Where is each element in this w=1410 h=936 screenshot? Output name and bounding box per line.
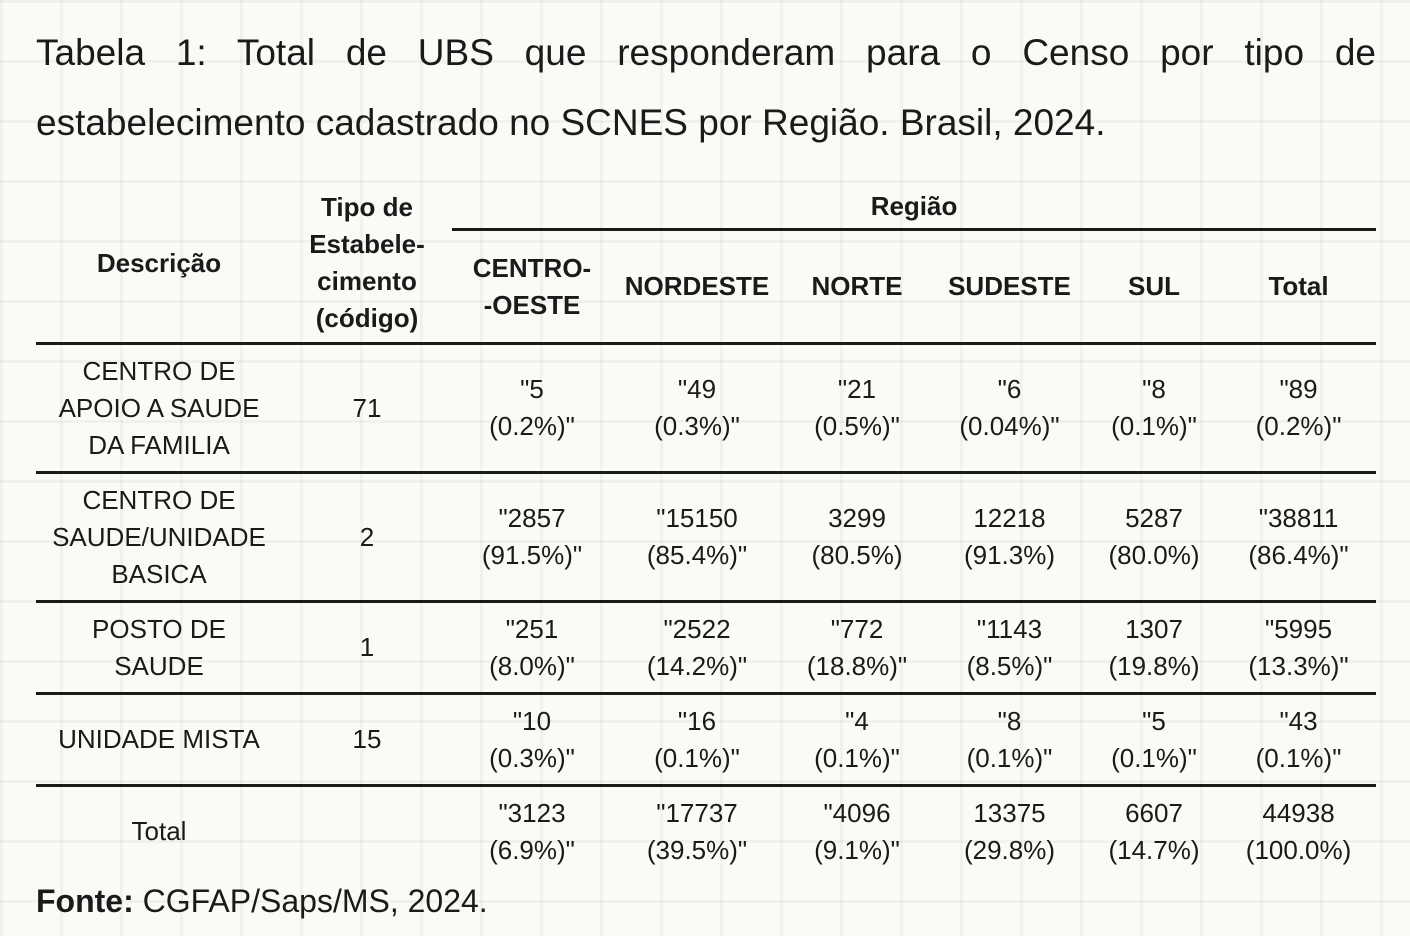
table-cell: 1307 (19.8%) — [1087, 601, 1221, 695]
header-descricao: Descrição — [36, 184, 282, 345]
header-norte: NORTE — [782, 229, 932, 345]
table-cell: 5287 (80.0%) — [1087, 472, 1221, 603]
table-cell: 12218 (91.3%) — [932, 472, 1087, 603]
table-row: CENTRO DE SAUDE/UNIDADE BASICA 2 "2857 (91.5%… — [36, 472, 1377, 603]
source-note: Fonte: CGFAP/Saps/MS, 2024. — [36, 877, 488, 925]
table-cell: "43 (0.1%)" — [1221, 693, 1377, 787]
row-code: 71 — [282, 343, 452, 474]
table-cell: "2522 (14.2%)" — [612, 601, 782, 695]
row-code: 2 — [282, 472, 452, 603]
table-cell: "21 (0.5%)" — [782, 343, 932, 474]
table-cell: 13375 (29.8%) — [963, 797, 1056, 865]
table-row: UNIDADE MISTA 15 "10 (0.3%)" "16 (0.1%)" "4 (0.… — [36, 693, 1377, 787]
row-code — [282, 786, 452, 877]
header-tipo-estabelecimento: Tipo de Estabele- cimento (código) — [282, 184, 452, 345]
table-row: CENTRO DE APOIO A SAUDE DA FAMILIA 71 "5 (0.2… — [36, 343, 1377, 474]
header-total: Total — [1221, 229, 1377, 345]
table-cell: 6607 (14.7%) — [1108, 797, 1200, 865]
header-nordeste: NORDESTE — [612, 229, 782, 345]
table-row: POSTO DE SAUDE 1 "251 (8.0%)" "2522 (14.2%)" "7… — [36, 601, 1377, 695]
table-cell: "5995 (13.3%)" — [1221, 601, 1377, 695]
table-cell: "49 (0.3%)" — [612, 343, 782, 474]
table-cell: "89 (0.2%)" — [1221, 343, 1377, 474]
header-sudeste: SUDESTE — [932, 229, 1087, 345]
table-cell: "5 (0.1%)" — [1087, 693, 1221, 787]
table-cell: "6 (0.04%)" — [932, 343, 1087, 474]
table-cell: "251 (8.0%)" — [452, 601, 612, 695]
table-cell: 3299 (80.5%) — [782, 472, 932, 603]
header-regiao: Região — [452, 184, 1377, 231]
table-cell: "4 (0.1%)" — [782, 693, 932, 787]
row-description: Total — [131, 816, 187, 846]
table-cell: "5 (0.2%)" — [452, 343, 612, 474]
header-sul: SUL — [1087, 229, 1221, 345]
table-cell: "2857 (91.5%)" — [452, 472, 612, 603]
table-cell: "3123 (6.9%)" — [489, 797, 575, 865]
table-cell: "10 (0.3%)" — [452, 693, 612, 787]
row-code: 1 — [282, 601, 452, 695]
table-caption: Tabela 1: Total de UBS que responderam p… — [36, 32, 1376, 143]
table-cell: 44938 (100.0%) — [1245, 797, 1352, 865]
source-label: Fonte: — [36, 883, 134, 919]
row-description: CENTRO DE APOIO A SAUDE DA FAMILIA — [36, 343, 282, 474]
table-cell: "772 (18.8%)" — [782, 601, 932, 695]
table-cell: "38811 (86.4%)" — [1221, 472, 1377, 603]
table-cell: "8 (0.1%)" — [1087, 343, 1221, 474]
row-code: 15 — [282, 693, 452, 787]
source-text: CGFAP/Saps/MS, 2024. — [133, 883, 488, 919]
table-cell: "4096 (9.1%)" — [814, 797, 900, 865]
header-centro-oeste: CENTRO- -OESTE — [452, 229, 612, 345]
row-description: UNIDADE MISTA — [36, 693, 282, 787]
table-cell: "1143 (8.5%)" — [932, 601, 1087, 695]
row-description: CENTRO DE SAUDE/UNIDADE BASICA — [36, 472, 282, 603]
table-cell: "8 (0.1%)" — [932, 693, 1087, 787]
table-cell: "15150 (85.4%)" — [612, 472, 782, 603]
table-cell: "17737 (39.5%)" — [646, 797, 748, 865]
table-row: Total "3123 (6.9%)" "17737 (39.5%)" "4096 (9.1… — [36, 786, 1376, 877]
table-cell: "16 (0.1%)" — [612, 693, 782, 787]
ubs-table: Descrição Tipo de Estabele- cimento (cód… — [36, 184, 1377, 877]
row-description: POSTO DE SAUDE — [36, 601, 282, 695]
